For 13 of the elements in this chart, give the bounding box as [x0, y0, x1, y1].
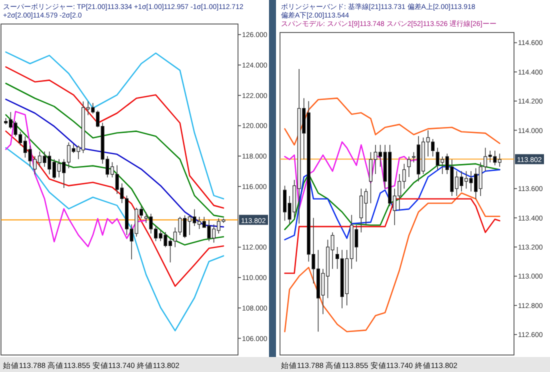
line-series	[5, 110, 147, 248]
line-series	[284, 141, 420, 210]
line-series	[5, 51, 224, 200]
candlestick	[407, 156, 411, 178]
line-series	[284, 166, 500, 240]
line-series	[5, 66, 224, 209]
line-series	[284, 192, 500, 332]
line-series	[5, 147, 224, 332]
line-series	[5, 130, 224, 287]
line-series	[284, 98, 500, 146]
line-series	[5, 98, 224, 228]
line-series	[5, 114, 224, 246]
line-series	[5, 82, 224, 218]
